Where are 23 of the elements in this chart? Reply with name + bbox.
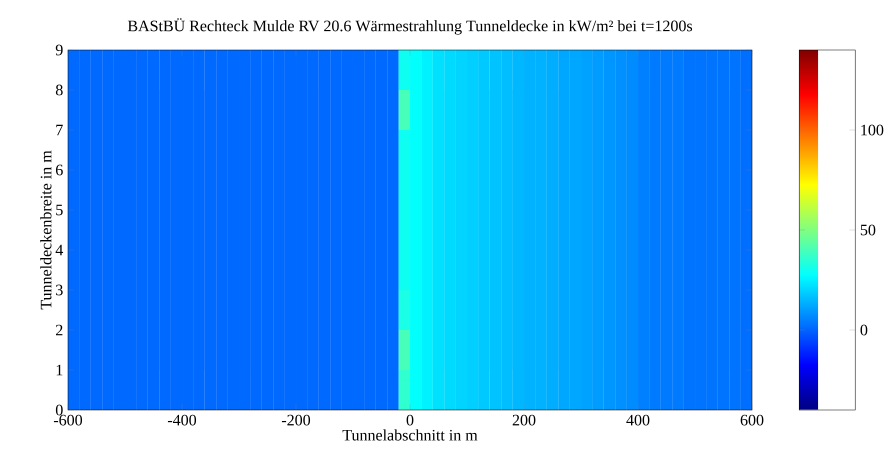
y-tick-label: 7 [56, 124, 63, 136]
y-tick-label: 3 [56, 284, 63, 296]
x-tick-label: 0 [406, 414, 414, 426]
chart-title: BAStBÜ Rechteck Mulde RV 20.6 Wärmestrahlung Tunneldecke in kW/m² bei t=1200s [128, 18, 692, 35]
x-tick-label: -400 [168, 414, 196, 426]
y-tick-label: 4 [56, 244, 64, 256]
y-tick-label: 1 [56, 364, 62, 376]
y-tick-label: 2 [56, 324, 62, 336]
y-tick-label: 6 [56, 164, 63, 176]
color-bar-label: 100 [861, 124, 884, 136]
y-tick-label: 5 [56, 204, 63, 216]
x-tick-label: 400 [626, 414, 650, 426]
y-tick-label: 9 [56, 44, 63, 56]
x-tick-label: -600 [54, 414, 82, 426]
x-tick-label: 200 [512, 414, 536, 426]
y-tick-label: 8 [56, 84, 63, 96]
color-bar-label: 50 [860, 224, 876, 236]
x-tick-label: 600 [740, 414, 764, 426]
y-tick-label: 0 [56, 404, 63, 416]
color-bar-label: 0 [860, 324, 868, 336]
x-tick-label: -200 [282, 414, 310, 426]
y-axis-title: Tunneldeckenbreite in m [40, 150, 52, 310]
x-axis-title: Tunnelabschnitt in m [342, 429, 478, 441]
